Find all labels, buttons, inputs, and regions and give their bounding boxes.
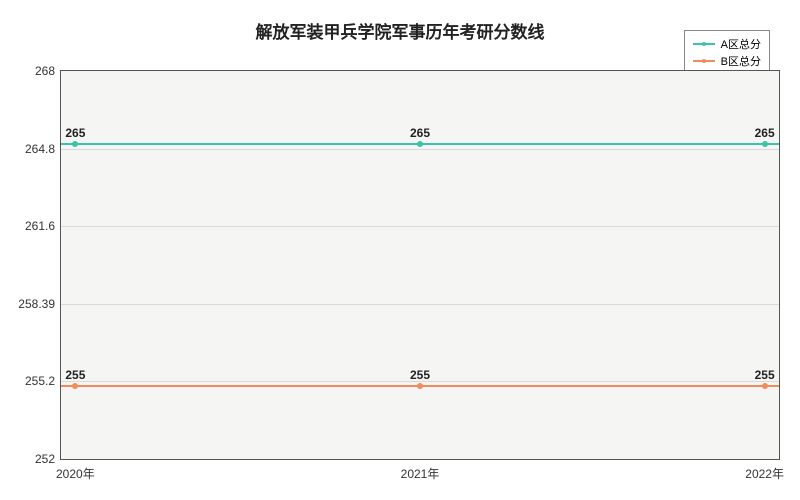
legend-item: A区总分 bbox=[693, 36, 761, 52]
legend-label: A区总分 bbox=[721, 36, 761, 52]
data-marker bbox=[417, 383, 423, 389]
legend-item: B区总分 bbox=[693, 53, 761, 69]
y-tick-label: 261.6 bbox=[25, 219, 61, 233]
x-tick-label: 2020年 bbox=[56, 459, 95, 482]
gridline bbox=[61, 226, 779, 227]
plot-area: 252255.2258.39261.6264.82682020年2021年202… bbox=[60, 70, 780, 460]
line-chart: 解放军装甲兵学院军事历年考研分数线 A区总分 B区总分 252255.2258.… bbox=[0, 0, 800, 500]
data-label: 265 bbox=[755, 126, 775, 140]
data-marker bbox=[417, 141, 423, 147]
data-label: 255 bbox=[755, 368, 775, 382]
legend-label: B区总分 bbox=[721, 53, 761, 69]
data-label: 255 bbox=[65, 368, 85, 382]
data-label: 265 bbox=[65, 126, 85, 140]
legend-swatch-b bbox=[693, 60, 715, 62]
data-label: 255 bbox=[410, 368, 430, 382]
data-marker bbox=[72, 141, 78, 147]
data-marker bbox=[762, 383, 768, 389]
y-tick-label: 258.39 bbox=[18, 297, 61, 311]
legend-swatch-a bbox=[693, 43, 715, 45]
y-tick-label: 264.8 bbox=[25, 142, 61, 156]
gridline bbox=[61, 304, 779, 305]
data-label: 265 bbox=[410, 126, 430, 140]
y-tick-label: 255.2 bbox=[25, 374, 61, 388]
x-tick-label: 2021年 bbox=[401, 459, 440, 482]
gridline bbox=[61, 149, 779, 150]
data-marker bbox=[72, 383, 78, 389]
x-tick-label: 2022年 bbox=[745, 459, 784, 482]
chart-title: 解放军装甲兵学院军事历年考研分数线 bbox=[0, 18, 800, 43]
data-marker bbox=[762, 141, 768, 147]
y-tick-label: 268 bbox=[35, 64, 61, 78]
legend: A区总分 B区总分 bbox=[684, 30, 770, 75]
